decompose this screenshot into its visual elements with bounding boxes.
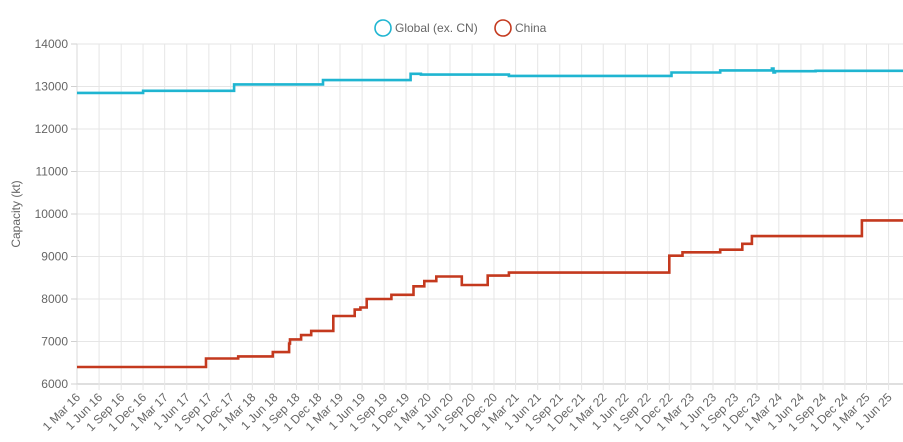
y-tick-label: 6000 <box>41 377 68 391</box>
grid-layer <box>76 43 903 390</box>
y-tick-label: 8000 <box>41 292 68 306</box>
y-axis-title: Capacity (kt) <box>9 180 23 247</box>
legend-marker-icon <box>374 19 392 37</box>
legend[interactable]: Global (ex. CN) China <box>374 19 547 37</box>
legend-marker-icon <box>494 19 512 37</box>
legend-item-global-ex-cn[interactable]: Global (ex. CN) <box>374 19 478 37</box>
y-tick-label: 7000 <box>41 335 68 349</box>
series-layer <box>77 67 903 369</box>
y-tick-label: 10000 <box>35 207 69 221</box>
y-tick-label: 11000 <box>36 165 69 179</box>
y-tick-label: 12000 <box>35 122 69 136</box>
legend-item-china[interactable]: China <box>494 19 547 37</box>
y-tick-label: 13000 <box>35 80 69 94</box>
y-tick-label: 9000 <box>41 250 68 264</box>
legend-label: Global (ex. CN) <box>395 21 478 35</box>
y-tick-label: 14000 <box>35 37 69 51</box>
legend-label: China <box>515 21 547 35</box>
series-line-china[interactable] <box>77 219 903 369</box>
series-line-global-ex-cn[interactable] <box>77 67 903 95</box>
